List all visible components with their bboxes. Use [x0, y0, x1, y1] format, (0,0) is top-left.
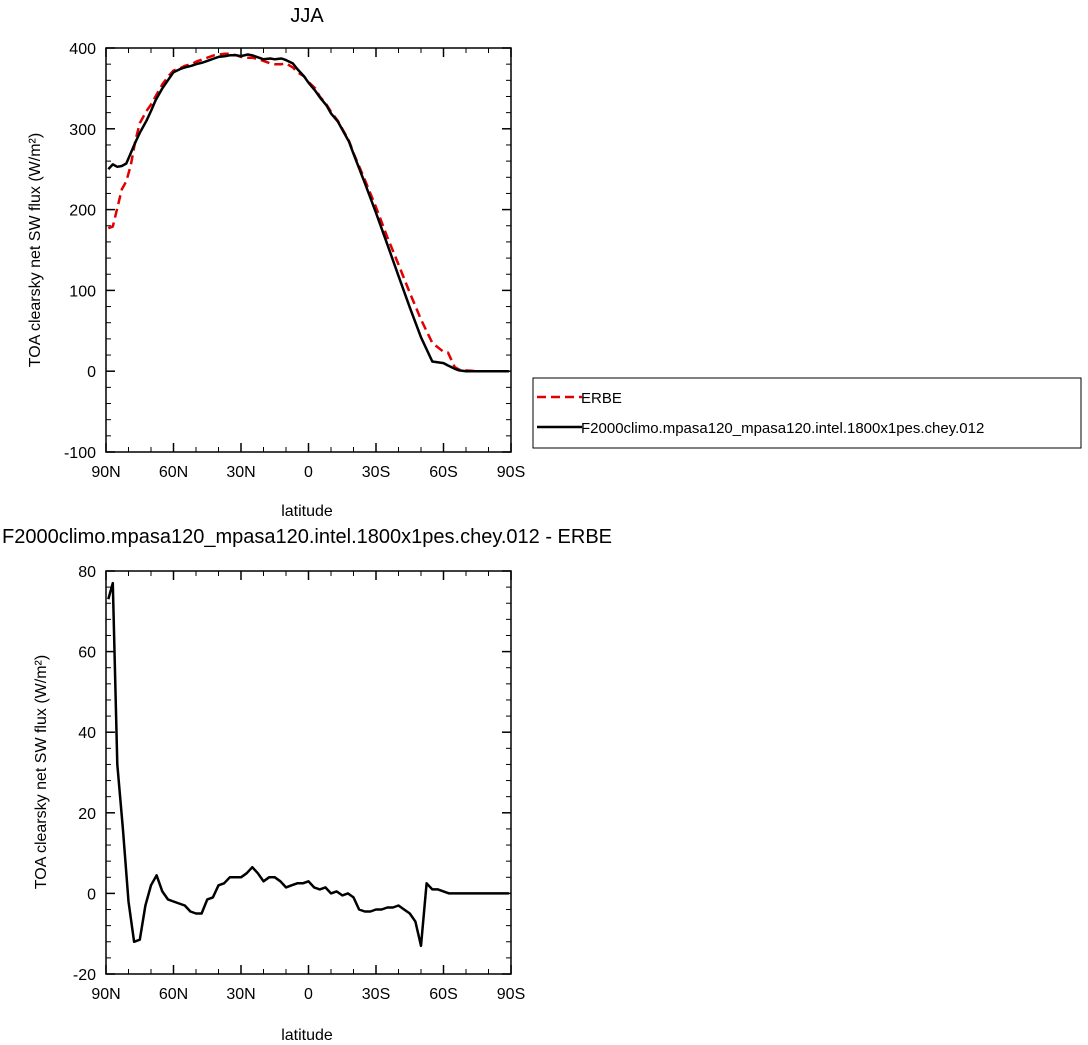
x-tick-label: 0	[304, 986, 313, 1003]
y-tick-label: 80	[78, 564, 96, 581]
bottom-chart-panel: F2000climo.mpasa120_mpasa120.intel.1800x…	[2, 526, 612, 1044]
bottom-chart-lines	[107, 581, 509, 948]
x-tick-label: 60S	[429, 464, 457, 481]
top-chart-title: JJA	[290, 5, 324, 27]
y-tick-label: 0	[87, 886, 96, 903]
top-chart-legend: ERBE F2000climo.mpasa120_mpasa120.intel.1…	[532, 377, 1082, 449]
x-tick-label: 90N	[91, 464, 120, 481]
y-tick-label: 20	[78, 806, 96, 823]
bottom-chart-axes: 90N 60N 30N 0 30S 60S 90S 80 60 40 20 0 -20	[73, 564, 525, 1003]
legend-label: ERBE	[581, 390, 622, 407]
legend-box	[532, 377, 1082, 449]
y-tick-label: 40	[78, 725, 96, 742]
bottom-chart-xlabel: latitude	[281, 1027, 333, 1044]
bottom-plot-frame	[105, 570, 512, 975]
y-tick-label: 0	[87, 364, 96, 381]
y-tick-label: -20	[73, 967, 96, 984]
bottom-series-line-0	[107, 581, 509, 948]
top-chart-ylabel: TOA clearsky net SW flux (W/m²)	[27, 133, 44, 367]
x-tick-label: 60S	[429, 986, 457, 1003]
x-tick-label: 60N	[159, 986, 188, 1003]
x-tick-label: 30S	[362, 986, 390, 1003]
bottom-chart-ylabel: TOA clearsky net SW flux (W/m²)	[33, 655, 50, 889]
x-tick-label: 30N	[226, 986, 255, 1003]
x-tick-label: 60N	[159, 464, 188, 481]
x-tick-label: 90N	[91, 986, 120, 1003]
y-tick-label: 300	[69, 122, 96, 139]
legend-label: F2000climo.mpasa120_mpasa120.intel.1800x…	[581, 420, 984, 437]
top-series-line-1	[107, 53, 509, 373]
top-chart-axes: 90N 60N 30N 0 30S 60S 90S 400 300 200 100 0 -100	[64, 41, 525, 481]
y-tick-label: -100	[64, 445, 96, 462]
y-tick-label: 60	[78, 645, 96, 662]
x-tick-label: 0	[304, 464, 313, 481]
top-chart-lines	[107, 52, 509, 373]
top-series-line-0	[107, 52, 509, 373]
bottom-chart-title: F2000climo.mpasa120_mpasa120.intel.1800x…	[2, 526, 612, 548]
top-chart-panel: JJA 90N 60N 30N 0 30S 60S 90S 400 300 200 100 0 -100…	[27, 5, 1082, 520]
x-tick-label: 30S	[362, 464, 390, 481]
y-tick-label: 400	[69, 41, 96, 58]
top-plot-frame	[105, 47, 512, 453]
x-tick-label: 90S	[497, 464, 525, 481]
x-tick-label: 30N	[226, 464, 255, 481]
top-chart-xlabel: latitude	[281, 503, 333, 520]
x-tick-label: 90S	[497, 986, 525, 1003]
y-tick-label: 100	[69, 283, 96, 300]
y-tick-label: 200	[69, 203, 96, 220]
